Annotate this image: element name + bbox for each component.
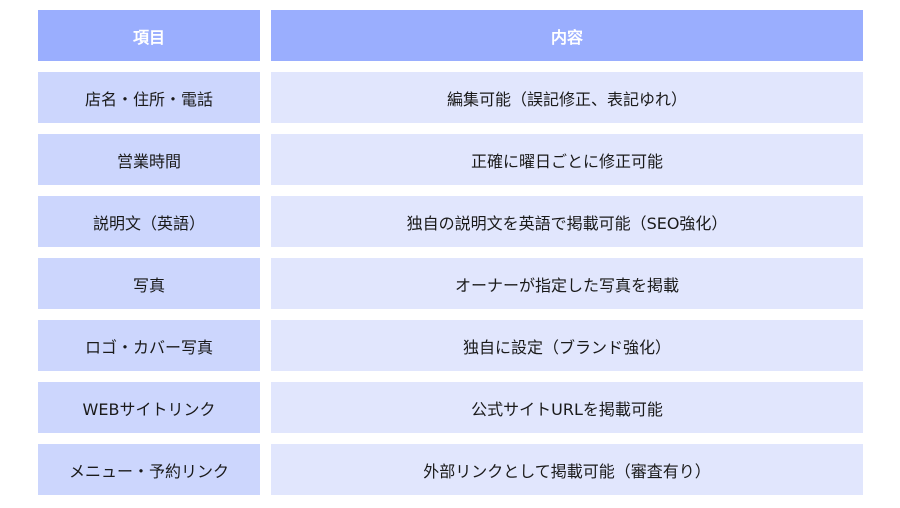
header-item: 項目 [38, 10, 260, 61]
row-value: 外部リンクとして掲載可能（審査有り） [271, 444, 863, 495]
row-label: 店名・住所・電話 [38, 72, 260, 123]
row-label: WEBサイトリンク [38, 382, 260, 433]
row-label: ロゴ・カバー写真 [38, 320, 260, 371]
header-content: 内容 [271, 10, 863, 61]
row-label: メニュー・予約リンク [38, 444, 260, 495]
row-value: 編集可能（誤記修正、表記ゆれ） [271, 72, 863, 123]
row-label: 写真 [38, 258, 260, 309]
row-value: 独自の説明文を英語で掲載可能（SEO強化） [271, 196, 863, 247]
row-value: 独自に設定（ブランド強化） [271, 320, 863, 371]
row-value: 公式サイトURLを掲載可能 [271, 382, 863, 433]
info-table: 項目 内容 店名・住所・電話 編集可能（誤記修正、表記ゆれ） 営業時間 正確に曜… [38, 10, 863, 495]
row-value: オーナーが指定した写真を掲載 [271, 258, 863, 309]
row-value: 正確に曜日ごとに修正可能 [271, 134, 863, 185]
row-label: 営業時間 [38, 134, 260, 185]
row-label: 説明文（英語） [38, 196, 260, 247]
